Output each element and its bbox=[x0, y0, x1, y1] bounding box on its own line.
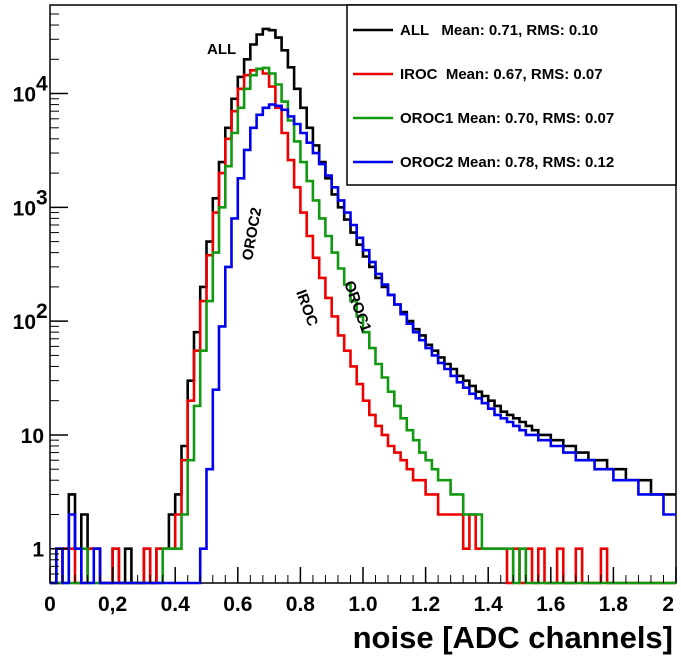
x-tick-label: 0 bbox=[44, 593, 56, 616]
x-tick-label: 0.6 bbox=[223, 593, 252, 616]
y-tick-label: 10 bbox=[21, 425, 44, 448]
legend-entry-iroc: IROC Mean: 0.67, RMS: 0.07 bbox=[400, 66, 603, 83]
x-tick-label: 1.2 bbox=[411, 593, 440, 616]
y-tick-exponent: 3 bbox=[36, 186, 48, 209]
x-tick-label: 1.4 bbox=[474, 593, 504, 616]
x-tick-label: 0.4 bbox=[161, 593, 191, 616]
x-tick-label: 1.8 bbox=[599, 593, 629, 616]
x-tick-label: 2 bbox=[662, 593, 674, 616]
y-tick-exponent: 4 bbox=[36, 73, 48, 96]
legend: ALL Mean: 0.71, RMS: 0.10 IROC Mean: 0.67… bbox=[346, 4, 677, 186]
annotation-oroc1: OROC1 bbox=[340, 279, 374, 335]
x-axis-label: noise [ADC channels] bbox=[353, 620, 673, 655]
series-line-oroc2 bbox=[50, 103, 676, 585]
x-tick-label: 0.8 bbox=[286, 593, 316, 616]
y-tick-label: 10 bbox=[13, 84, 36, 107]
x-tick-label: 1.6 bbox=[536, 593, 565, 616]
annotation-all: ALL bbox=[207, 41, 236, 58]
annotation-oroc2: OROC2 bbox=[239, 206, 265, 261]
y-tick-label: 10 bbox=[13, 311, 36, 334]
x-tick-label: 0,2 bbox=[98, 593, 127, 616]
y-tick-exponent: 2 bbox=[36, 300, 48, 323]
legend-entry-oroc1: OROC1 Mean: 0.70, RMS: 0.07 bbox=[400, 110, 614, 127]
x-tick-label: 1.0 bbox=[348, 593, 377, 616]
annotation-iroc: IROC bbox=[292, 288, 321, 329]
series-layer bbox=[50, 27, 676, 585]
series-line-oroc1 bbox=[50, 66, 676, 585]
legend-box bbox=[346, 4, 677, 186]
legend-entry-all: ALL Mean: 0.71, RMS: 0.10 bbox=[400, 22, 598, 39]
y-tick-label: 1 bbox=[32, 539, 44, 562]
y-tick-label: 10 bbox=[13, 197, 36, 220]
legend-entry-oroc2: OROC2 Mean: 0.78, RMS: 0.12 bbox=[400, 154, 614, 171]
